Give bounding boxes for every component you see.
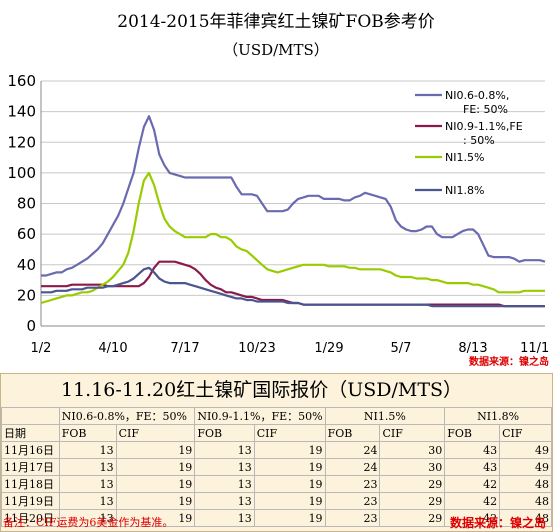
price-cell: 19 <box>253 509 326 527</box>
price-cell: 48 <box>499 492 552 510</box>
sub-header: FOB <box>58 424 117 442</box>
series-line <box>40 171 545 305</box>
price-cell: 13 <box>194 475 255 493</box>
legend-label: NI0.6-0.8%, FE: 50% <box>445 89 509 116</box>
row-date: 11月18日 <box>1 475 60 493</box>
price-cell: 42 <box>444 509 501 527</box>
line-chart: 2014-2015年菲律宾红土镍矿FOB参考价 （USD/MTS） 0 20 40 6… <box>7 12 549 356</box>
y-tick-label: 20 <box>17 286 36 304</box>
x-tick-label: 1/2 <box>31 341 52 356</box>
row-date: 11月17日 <box>1 458 60 476</box>
price-cell: 29 <box>379 509 446 527</box>
table-row: 11月20日 13 19 13 19 23 29 42 48 <box>1 509 552 527</box>
price-cell: 19 <box>253 475 326 493</box>
sub-header: CIF <box>379 424 446 442</box>
price-cell: 42 <box>444 492 501 510</box>
x-tick-label: 7/17 <box>170 341 199 356</box>
row-date: 11月19日 <box>1 492 60 510</box>
price-cell: 13 <box>58 458 117 476</box>
sub-header: CIF <box>115 424 196 442</box>
price-cell: 29 <box>379 492 446 510</box>
row-date: 11月16日 <box>1 441 60 459</box>
y-tick-label: 120 <box>7 133 36 151</box>
price-cell: 23 <box>324 475 381 493</box>
y-tick-label: 40 <box>17 256 36 274</box>
sub-header: FOB <box>444 424 501 442</box>
price-cell: 13 <box>194 458 255 476</box>
price-cell: 13 <box>58 509 117 527</box>
price-cell: 49 <box>499 458 552 476</box>
table-sub-header-row: 日期 FOB CIF FOB CIF FOB CIF FOB CIF <box>1 424 552 442</box>
x-tick-label: 1/29 <box>314 341 343 356</box>
table-source: 数据来源：镍之岛 <box>449 516 546 530</box>
sub-header: CIF <box>499 424 552 442</box>
legend-label: NI1.5% <box>445 151 484 164</box>
price-cell: 19 <box>115 475 196 493</box>
x-tick-label: 10/23 <box>238 341 275 356</box>
y-tick-label: 140 <box>7 103 36 121</box>
price-cell: 19 <box>253 492 326 510</box>
empty-header-cell <box>1 407 60 425</box>
table-row: 11月19日 13 19 13 19 23 29 42 48 <box>1 492 552 510</box>
y-tick-label: 80 <box>17 195 36 213</box>
chart-title: 2014-2015年菲律宾红土镍矿FOB参考价 <box>117 12 435 32</box>
series-line <box>41 115 546 277</box>
y-tick-label: 100 <box>7 164 36 182</box>
plot-area: 0 20 40 60 80 100 120 140 160 1/2 4/10 7/17 10/23 1/2… <box>7 72 549 356</box>
price-cell: 24 <box>324 441 381 459</box>
table-row: 11月16日 13 19 13 19 24 30 43 49 <box>1 441 552 459</box>
x-tick-label: 8/13 <box>458 341 487 356</box>
table-group-header-row: NI0.6-0.8%，FE：50% NI0.9-1.1%，FE：50% NI1.… <box>1 407 552 425</box>
group-header: NI0.9-1.1%，FE：50% <box>194 407 326 425</box>
price-cell: 30 <box>379 441 446 459</box>
table-row: 11月18日 13 19 13 19 23 29 42 48 <box>1 475 552 493</box>
legend-label: NI0.9-1.1%,FE: 50% <box>445 120 523 147</box>
x-tick-label: 11/1 <box>520 341 549 356</box>
sub-header: FOB <box>194 424 255 442</box>
price-cell: 23 <box>324 509 381 527</box>
price-cell: 13 <box>58 492 117 510</box>
price-cell: 13 <box>194 441 255 459</box>
price-cell: 43 <box>444 458 501 476</box>
price-cell: 48 <box>499 509 552 527</box>
price-cell: 19 <box>115 492 196 510</box>
price-cell: 13 <box>58 475 117 493</box>
table-footnote: 备注：CIF运费为6美金作为基准。 <box>3 516 174 529</box>
price-cell: 19 <box>115 458 196 476</box>
group-header: NI0.6-0.8%，FE：50% <box>58 407 196 425</box>
price-cell: 19 <box>115 441 196 459</box>
series-line <box>41 266 545 308</box>
group-header: NI1.8% <box>444 407 552 425</box>
price-cell: 30 <box>379 458 446 476</box>
y-tick-label: 0 <box>26 317 36 335</box>
price-cell: 13 <box>194 492 255 510</box>
table-row: 11月17日 13 19 13 19 24 30 43 49 <box>1 458 552 476</box>
price-cell: 13 <box>194 509 255 527</box>
chart-subtitle: （USD/MTS） <box>223 41 329 59</box>
date-header: 日期 <box>1 424 60 442</box>
price-cell: 42 <box>444 475 501 493</box>
price-table-panel: 11.16-11.20红土镍矿国际报价（USD/MTS） NI0.6-0.8%，… <box>0 373 553 532</box>
x-tick-label: 4/10 <box>98 341 127 356</box>
price-table: NI0.6-0.8%，FE：50% NI0.9-1.1%，FE：50% NI1.… <box>1 407 552 527</box>
legend-label: NI1.8% <box>445 184 484 197</box>
y-tick-label: 60 <box>17 225 36 243</box>
sub-header: CIF <box>253 424 326 442</box>
price-cell: 24 <box>324 458 381 476</box>
y-tick-label: 160 <box>7 72 36 90</box>
price-cell: 13 <box>58 441 117 459</box>
price-cell: 23 <box>324 492 381 510</box>
price-cell: 19 <box>253 458 326 476</box>
price-cell: 43 <box>444 441 501 459</box>
price-cell: 49 <box>499 441 552 459</box>
price-cell: 19 <box>115 509 196 527</box>
group-header: NI1.5% <box>324 407 446 425</box>
price-cell: 19 <box>253 441 326 459</box>
sub-header: FOB <box>324 424 381 442</box>
price-cell: 48 <box>499 475 552 493</box>
table-title: 11.16-11.20红土镍矿国际报价（USD/MTS） <box>61 379 463 401</box>
x-tick-label: 5/7 <box>391 341 412 356</box>
price-cell: 29 <box>379 475 446 493</box>
chart-source-label: 数据来源：镍之岛 <box>469 357 549 368</box>
